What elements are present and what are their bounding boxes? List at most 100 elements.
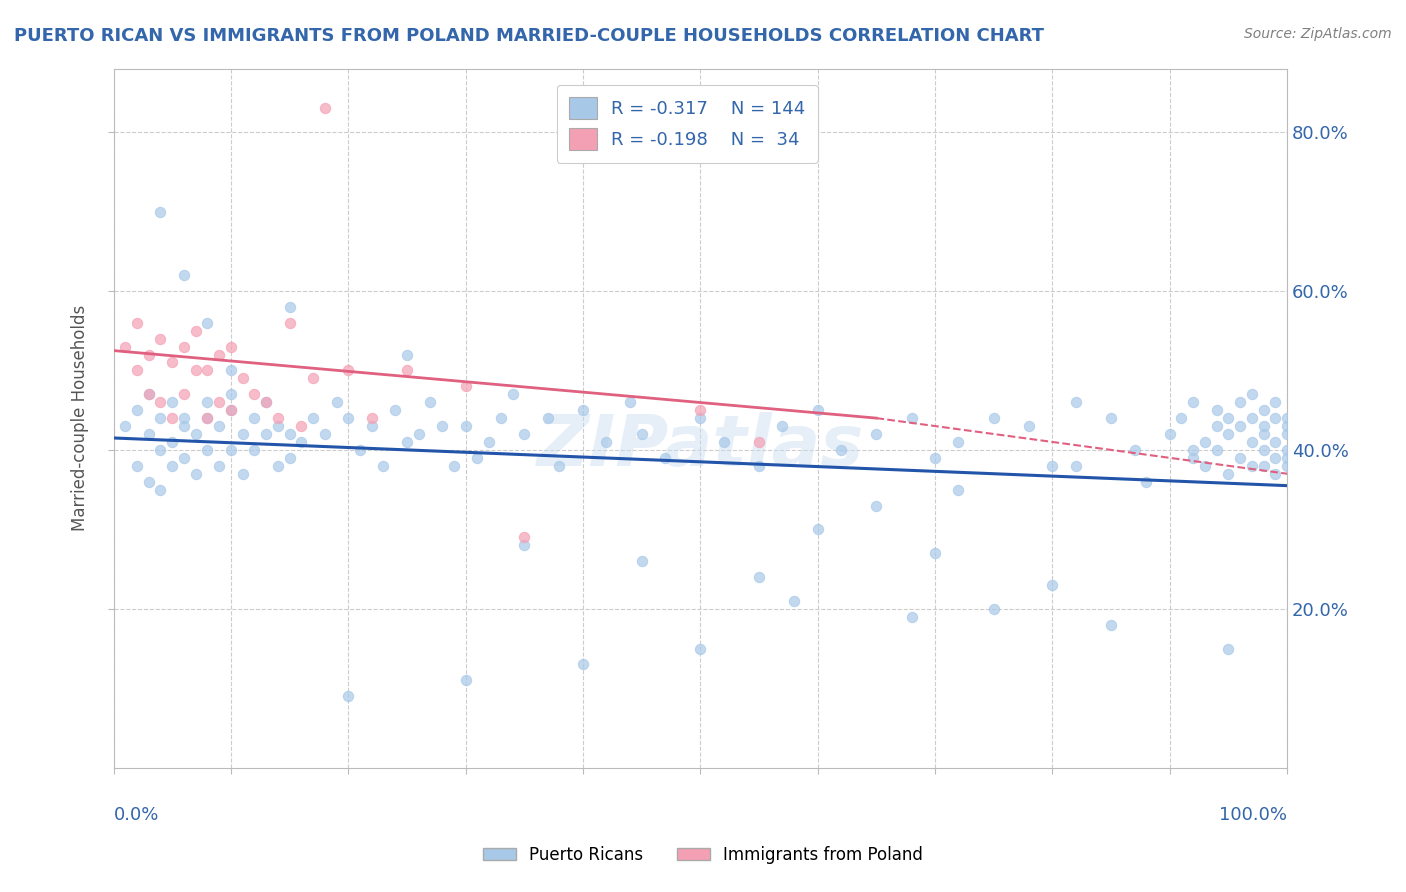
Point bbox=[395, 434, 418, 449]
Point bbox=[243, 411, 266, 425]
Point bbox=[772, 419, 794, 434]
Point bbox=[232, 427, 254, 442]
Point bbox=[232, 467, 254, 481]
Point bbox=[219, 403, 242, 417]
Point bbox=[548, 458, 571, 473]
Point bbox=[783, 594, 806, 608]
Point bbox=[443, 458, 465, 473]
Point bbox=[1123, 442, 1146, 457]
Point bbox=[149, 483, 172, 497]
Point bbox=[1264, 467, 1286, 481]
Point bbox=[149, 411, 172, 425]
Point bbox=[254, 395, 277, 409]
Point bbox=[537, 411, 560, 425]
Point bbox=[1218, 427, 1240, 442]
Point bbox=[138, 427, 160, 442]
Point bbox=[689, 411, 711, 425]
Point bbox=[160, 395, 183, 409]
Point bbox=[160, 434, 183, 449]
Point bbox=[948, 434, 970, 449]
Point bbox=[208, 419, 231, 434]
Point bbox=[1099, 411, 1122, 425]
Point bbox=[395, 363, 418, 377]
Point bbox=[290, 434, 312, 449]
Point bbox=[408, 427, 430, 442]
Y-axis label: Married-couple Households: Married-couple Households bbox=[72, 305, 89, 532]
Point bbox=[502, 387, 524, 401]
Point bbox=[924, 450, 946, 465]
Point bbox=[748, 570, 770, 584]
Legend: R = -0.317    N = 144, R = -0.198    N =  34: R = -0.317 N = 144, R = -0.198 N = 34 bbox=[557, 85, 818, 163]
Point bbox=[1253, 419, 1275, 434]
Point bbox=[1205, 403, 1227, 417]
Point bbox=[337, 363, 360, 377]
Point bbox=[572, 657, 595, 672]
Point bbox=[1275, 450, 1298, 465]
Point bbox=[900, 609, 922, 624]
Point bbox=[1099, 617, 1122, 632]
Text: ZIPatlas: ZIPatlas bbox=[537, 411, 865, 481]
Point bbox=[948, 483, 970, 497]
Point bbox=[197, 316, 219, 330]
Point bbox=[1275, 458, 1298, 473]
Point bbox=[360, 411, 382, 425]
Point bbox=[219, 387, 242, 401]
Point bbox=[1182, 395, 1205, 409]
Point bbox=[125, 316, 148, 330]
Point bbox=[1240, 458, 1263, 473]
Point bbox=[630, 554, 652, 568]
Point bbox=[1018, 419, 1040, 434]
Point bbox=[384, 403, 406, 417]
Point bbox=[1275, 427, 1298, 442]
Point bbox=[454, 379, 477, 393]
Point bbox=[138, 475, 160, 489]
Point bbox=[1170, 411, 1192, 425]
Point bbox=[325, 395, 347, 409]
Point bbox=[243, 387, 266, 401]
Point bbox=[254, 395, 277, 409]
Point bbox=[865, 499, 887, 513]
Point bbox=[314, 427, 336, 442]
Point bbox=[160, 458, 183, 473]
Point bbox=[1240, 411, 1263, 425]
Point bbox=[1040, 578, 1063, 592]
Point bbox=[278, 450, 301, 465]
Point bbox=[1264, 411, 1286, 425]
Point bbox=[1240, 434, 1263, 449]
Point bbox=[807, 403, 830, 417]
Point bbox=[654, 450, 676, 465]
Point bbox=[197, 363, 219, 377]
Point bbox=[900, 411, 922, 425]
Point bbox=[1159, 427, 1181, 442]
Point bbox=[489, 411, 512, 425]
Point bbox=[138, 347, 160, 361]
Point bbox=[232, 371, 254, 385]
Point bbox=[267, 419, 290, 434]
Point bbox=[1264, 395, 1286, 409]
Point bbox=[572, 403, 595, 417]
Point bbox=[1205, 419, 1227, 434]
Point bbox=[1182, 442, 1205, 457]
Point bbox=[1229, 419, 1251, 434]
Point bbox=[1253, 427, 1275, 442]
Point bbox=[1205, 442, 1227, 457]
Point bbox=[454, 673, 477, 688]
Point bbox=[513, 538, 536, 552]
Text: 100.0%: 100.0% bbox=[1219, 806, 1286, 824]
Point bbox=[1275, 419, 1298, 434]
Point bbox=[1240, 387, 1263, 401]
Point bbox=[208, 458, 231, 473]
Point bbox=[149, 332, 172, 346]
Point bbox=[1264, 450, 1286, 465]
Point bbox=[197, 411, 219, 425]
Point bbox=[173, 411, 195, 425]
Point bbox=[748, 458, 770, 473]
Point bbox=[278, 300, 301, 314]
Point bbox=[1275, 442, 1298, 457]
Point bbox=[419, 395, 441, 409]
Point bbox=[160, 355, 183, 369]
Point bbox=[1135, 475, 1157, 489]
Point bbox=[1253, 442, 1275, 457]
Point bbox=[208, 395, 231, 409]
Point bbox=[1040, 458, 1063, 473]
